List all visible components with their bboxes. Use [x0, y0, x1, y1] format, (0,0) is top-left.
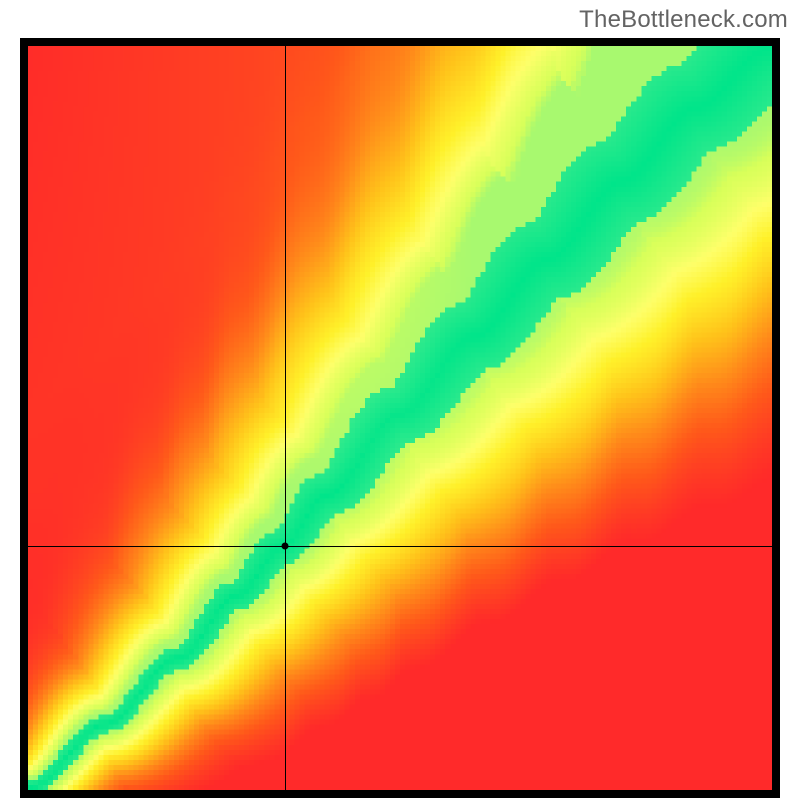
- heatmap-canvas: [28, 46, 772, 790]
- heatmap-plot: [28, 46, 772, 790]
- plot-frame: [20, 38, 780, 798]
- crosshair-horizontal: [28, 546, 772, 547]
- crosshair-vertical: [285, 46, 286, 790]
- watermark-label: TheBottleneck.com: [579, 6, 788, 34]
- crosshair-dot: [282, 542, 289, 549]
- chart-container: TheBottleneck.com: [0, 0, 800, 800]
